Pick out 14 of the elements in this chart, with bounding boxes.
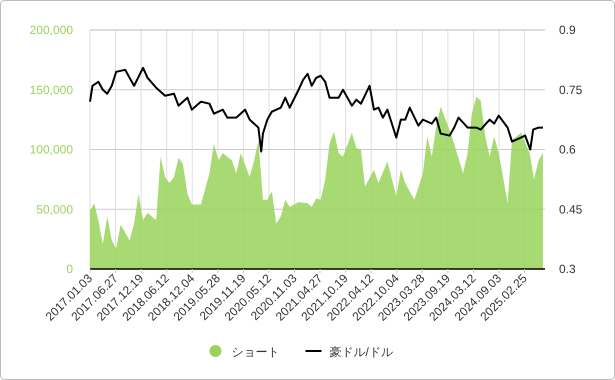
y2-tick-label: 0.6 — [559, 142, 576, 156]
y-tick-label: 200,000 — [30, 23, 74, 37]
legend-item: 豪ドル/ドル — [306, 345, 393, 359]
legend-label: ショート — [232, 345, 280, 359]
y-tick-label: 100,000 — [30, 142, 74, 156]
y-tick-label: 0 — [66, 262, 74, 276]
y-tick-label: 150,000 — [30, 82, 74, 97]
legend-item: ショート — [210, 345, 280, 359]
y-tick-label: 50,000 — [36, 202, 74, 216]
legend-label: 豪ドル/ドル — [330, 345, 393, 359]
y2-tick-label: 0.45 — [559, 202, 583, 216]
y2-tick-label: 0.9 — [559, 23, 576, 37]
y2-tick-label: 0.75 — [559, 82, 583, 97]
y2-tick-label: 0.3 — [559, 262, 576, 276]
